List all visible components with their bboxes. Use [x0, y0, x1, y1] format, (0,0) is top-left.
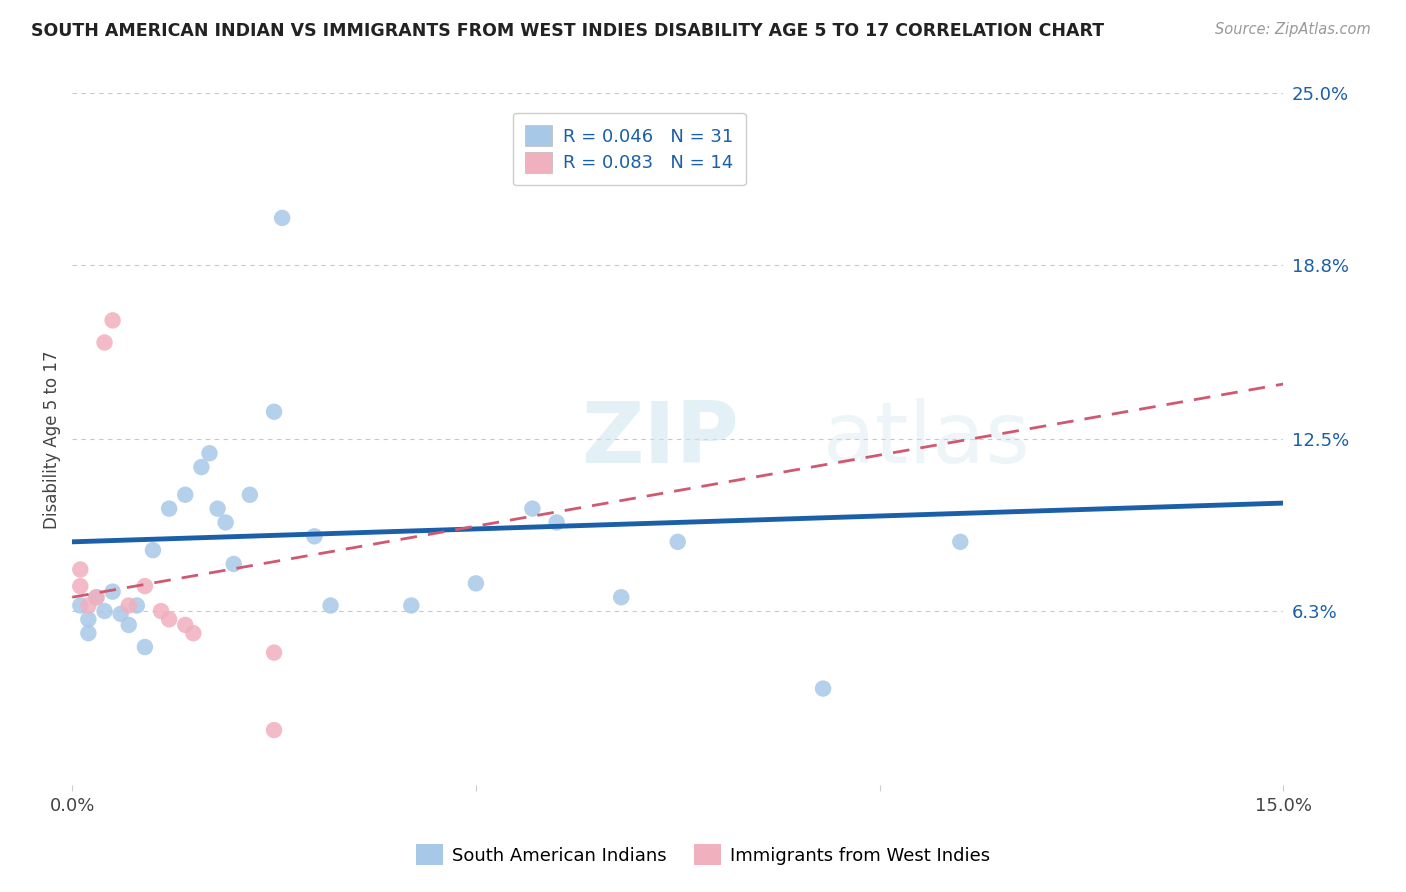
Point [610, 591, 633, 605]
Point [174, 618, 197, 632]
Point [110, 607, 132, 621]
Point [319, 599, 342, 613]
Text: ZIP: ZIP [581, 398, 738, 481]
Point [263, 723, 285, 737]
Point [263, 646, 285, 660]
Point [401, 599, 423, 613]
Point [157, 501, 180, 516]
Point [77, 626, 100, 640]
Point [77, 599, 100, 613]
Point [464, 576, 486, 591]
Text: atlas: atlas [823, 398, 1031, 481]
Point [118, 618, 141, 632]
Point [811, 681, 834, 696]
Text: SOUTH AMERICAN INDIAN VS IMMIGRANTS FROM WEST INDIES DISABILITY AGE 5 TO 17 CORR: SOUTH AMERICAN INDIAN VS IMMIGRANTS FROM… [31, 22, 1104, 40]
Point [271, 211, 294, 225]
Point [69, 599, 91, 613]
Point [239, 488, 262, 502]
Point [304, 529, 326, 543]
Point [546, 516, 568, 530]
Text: Source: ZipAtlas.com: Source: ZipAtlas.com [1215, 22, 1371, 37]
Point [77, 612, 100, 626]
Point [214, 516, 236, 530]
Point [86, 591, 108, 605]
Point [118, 599, 141, 613]
Point [134, 640, 156, 654]
Point [125, 599, 148, 613]
Point [183, 626, 205, 640]
Point [198, 446, 221, 460]
Point [150, 604, 173, 618]
Point [190, 460, 212, 475]
Point [263, 405, 285, 419]
Point [69, 579, 91, 593]
Point [174, 488, 197, 502]
Point [93, 604, 115, 618]
Point [101, 313, 124, 327]
Point [666, 534, 689, 549]
Point [222, 557, 245, 571]
Point [949, 534, 972, 549]
Point [86, 591, 108, 605]
Point [134, 579, 156, 593]
Legend: South American Indians, Immigrants from West Indies: South American Indians, Immigrants from … [409, 837, 997, 872]
Y-axis label: Disability Age 5 to 17: Disability Age 5 to 17 [44, 351, 60, 529]
Legend: R = 0.046   N = 31, R = 0.083   N = 14: R = 0.046 N = 31, R = 0.083 N = 14 [513, 112, 747, 186]
Point [142, 543, 165, 558]
Point [207, 501, 229, 516]
Point [69, 562, 91, 576]
Point [101, 584, 124, 599]
Point [93, 335, 115, 350]
Point [522, 501, 544, 516]
Point [157, 612, 180, 626]
